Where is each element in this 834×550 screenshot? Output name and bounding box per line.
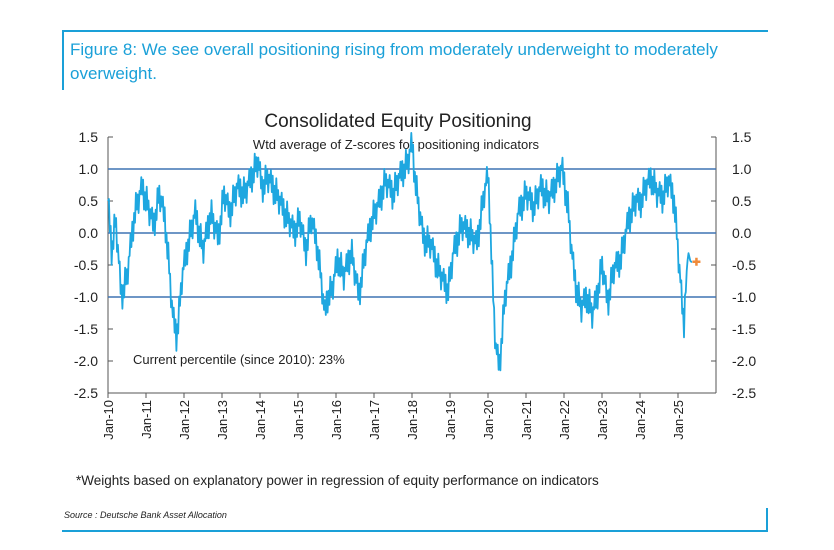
current-percentile-annotation: Current percentile (since 2010): 23% — [133, 352, 345, 367]
y-tick-label-left: -1.5 — [74, 321, 98, 337]
positioning-chart: Consolidated Equity Positioning Wtd aver… — [74, 111, 756, 440]
axes: 1.5 1.5 1.0 1.0 0.5 0.5 0.0 0.0 -0.5 -0.5 -1.0 -1.0… — [74, 129, 756, 440]
figure-frame-bottom — [62, 530, 768, 532]
x-tick-label: Jan-16 — [329, 400, 344, 440]
x-tick-label: Jan-13 — [215, 400, 230, 440]
y-tick-label-right: -1.5 — [732, 321, 756, 337]
y-tick-label-left: 0.0 — [79, 225, 99, 241]
y-tick-label-left: 1.5 — [79, 129, 99, 145]
y-tick-label-right: -1.0 — [732, 289, 756, 305]
y-tick-label-left: -0.5 — [74, 257, 98, 273]
x-tick-label: Jan-20 — [481, 400, 496, 440]
x-tick-label: Jan-14 — [253, 400, 268, 440]
x-tick-label: Jan-19 — [443, 400, 458, 440]
x-tick-label: Jan-17 — [367, 400, 382, 440]
y-tick-label-right: -0.5 — [732, 257, 756, 273]
x-tick-label: Jan-11 — [139, 400, 154, 439]
footnote: *Weights based on explanatory power in r… — [76, 473, 599, 488]
series-layer — [107, 131, 701, 372]
y-tick-label-left: 1.0 — [79, 161, 99, 177]
figure-frame-right — [766, 508, 768, 532]
y-tick-label-right: 0.0 — [732, 225, 752, 241]
figure-frame-left — [62, 30, 64, 90]
x-tick-label: Jan-12 — [177, 400, 192, 440]
y-tick-label-right: 1.0 — [732, 161, 752, 177]
x-tick-label: Jan-15 — [291, 400, 306, 440]
y-tick-label-left: -1.0 — [74, 289, 98, 305]
x-tick-label: Jan-24 — [633, 400, 648, 440]
y-tick-label-right: -2.0 — [732, 353, 756, 369]
source-note: Source : Deutsche Bank Asset Allocation — [64, 510, 227, 520]
x-tick-label: Jan-23 — [595, 400, 610, 440]
figure-title: Figure 8: We see overall positioning ris… — [70, 40, 718, 83]
x-tick-label: Jan-18 — [405, 400, 420, 440]
x-tick-label: Jan-22 — [557, 400, 572, 440]
current-value-marker — [692, 257, 701, 266]
x-tick-label: Jan-25 — [671, 400, 686, 440]
x-tick-label: Jan-10 — [101, 400, 116, 440]
y-tick-label-left: 0.5 — [79, 193, 99, 209]
y-tick-label-left: -2.5 — [74, 385, 98, 401]
y-tick-label-right: -2.5 — [732, 385, 756, 401]
x-tick-label: Jan-21 — [519, 400, 534, 440]
chart-title: Consolidated Equity Positioning — [264, 111, 531, 132]
positioning-series-line — [107, 131, 693, 372]
y-tick-label-left: -2.0 — [74, 353, 98, 369]
figure-frame-top — [62, 30, 768, 32]
chart-subtitle: Wtd average of Z-scores for positioning … — [253, 137, 540, 152]
y-tick-label-right: 1.5 — [732, 129, 752, 145]
y-tick-label-right: 0.5 — [732, 193, 752, 209]
